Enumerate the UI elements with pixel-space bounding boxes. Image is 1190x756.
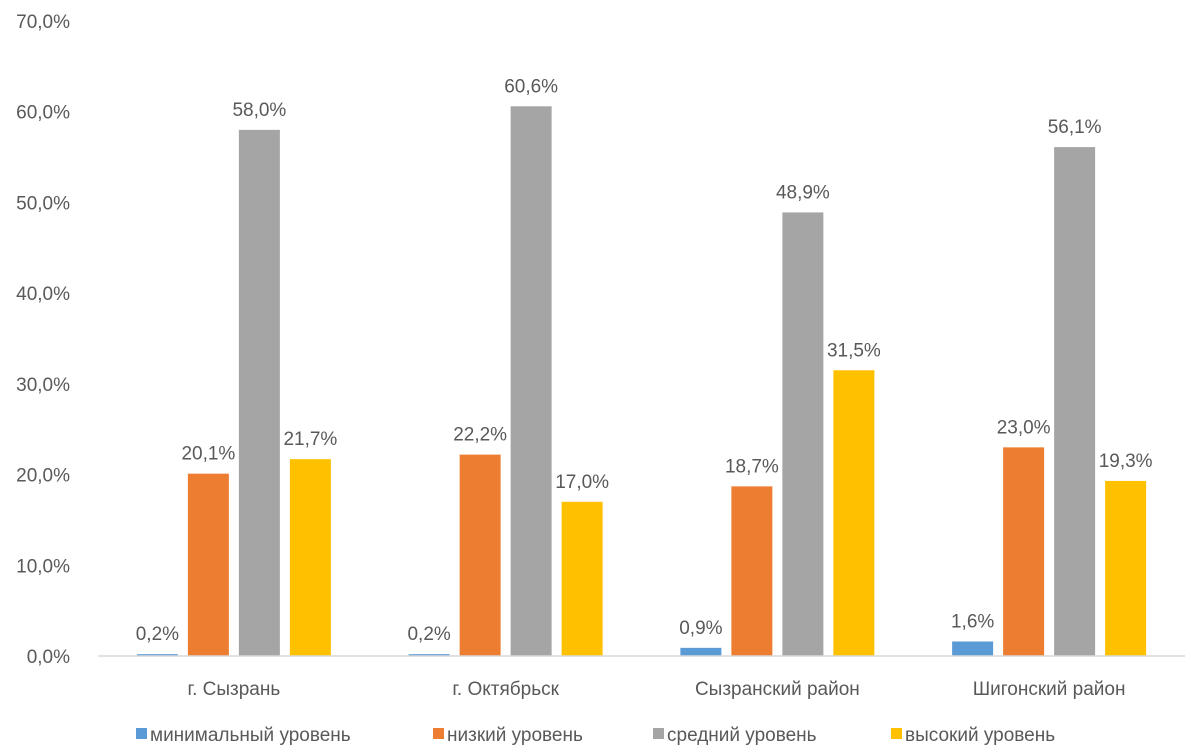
legend-item: средний уровень xyxy=(653,725,817,746)
data-label: 60,6% xyxy=(504,76,558,97)
bar xyxy=(833,370,875,656)
bar xyxy=(459,454,501,656)
x-tick-label: г. Сызрань xyxy=(187,679,280,700)
legend-swatch xyxy=(136,728,147,739)
data-label: 56,1% xyxy=(1048,117,1102,138)
bar xyxy=(952,641,994,656)
legend-label: высокий уровень xyxy=(905,725,1055,746)
bar xyxy=(1003,447,1045,656)
legend-swatch xyxy=(653,728,664,739)
y-tick-label: 40,0% xyxy=(16,284,70,305)
y-tick-label: 30,0% xyxy=(16,375,70,396)
bar xyxy=(187,473,229,656)
x-axis: г. Сызрань г. Октябрьск Сызранский район Ши… xyxy=(187,679,1125,700)
data-label: 0,2% xyxy=(136,624,179,645)
y-tick-label: 0,0% xyxy=(27,647,70,668)
data-label: 0,9% xyxy=(679,618,722,639)
data-label: 48,9% xyxy=(776,182,830,203)
data-label: 1,6% xyxy=(951,611,994,632)
bar xyxy=(408,654,450,656)
series-3: 21,7% 17,0% 31,5% 19,3% xyxy=(283,340,1153,656)
data-label: 18,7% xyxy=(725,456,779,477)
bar xyxy=(1105,480,1147,656)
legend: минимальный уровень низкий уровень средний… xyxy=(136,725,1055,746)
legend-swatch xyxy=(891,728,902,739)
y-tick-label: 20,0% xyxy=(16,466,70,487)
data-label: 22,2% xyxy=(453,425,507,446)
y-tick-label: 60,0% xyxy=(16,103,70,124)
y-tick-label: 50,0% xyxy=(16,193,70,214)
bar xyxy=(136,654,178,656)
legend-item: высокий уровень xyxy=(891,725,1055,746)
data-label: 19,3% xyxy=(1099,451,1153,472)
bar xyxy=(289,459,331,656)
series-1: 20,1% 22,2% 18,7% 23,0% xyxy=(181,417,1051,656)
series-2: 58,0% 60,6% 48,9% 56,1% xyxy=(232,76,1102,657)
legend-label: минимальный уровень xyxy=(150,725,351,746)
data-label: 20,1% xyxy=(181,444,235,465)
data-label: 58,0% xyxy=(232,100,286,121)
bar xyxy=(680,647,722,656)
data-label: 0,2% xyxy=(407,624,450,645)
plot-area: 0,2% 0,2% 0,9% 1,6%20,1%22,2%18,7%23,0%58,0… xyxy=(136,76,1153,657)
bar xyxy=(731,486,773,656)
legend-item: низкий уровень xyxy=(433,725,583,746)
bar xyxy=(782,212,824,656)
legend-label: низкий уровень xyxy=(447,725,583,746)
bar xyxy=(510,106,552,657)
bar xyxy=(561,501,603,656)
legend-label: средний уровень xyxy=(667,725,817,746)
data-label: 17,0% xyxy=(555,472,609,493)
series-0: 0,2% 0,2% 0,9% 1,6% xyxy=(136,611,994,656)
y-axis: 0,0% 10,0% 20,0% 30,0% 40,0% 50,0% 60,0% 70,0% xyxy=(16,12,70,668)
bar xyxy=(1054,147,1096,657)
x-tick-label: Сызранский район xyxy=(695,679,860,700)
x-tick-label: Шигонский район xyxy=(973,679,1126,700)
legend-item: минимальный уровень xyxy=(136,725,351,746)
y-tick-label: 10,0% xyxy=(16,556,70,577)
legend-swatch xyxy=(433,728,444,739)
data-label: 21,7% xyxy=(283,429,337,450)
data-label: 31,5% xyxy=(827,340,881,361)
bar xyxy=(238,129,280,656)
x-tick-label: г. Октябрьск xyxy=(452,679,559,700)
y-tick-label: 70,0% xyxy=(16,12,70,33)
data-label: 23,0% xyxy=(997,417,1051,438)
